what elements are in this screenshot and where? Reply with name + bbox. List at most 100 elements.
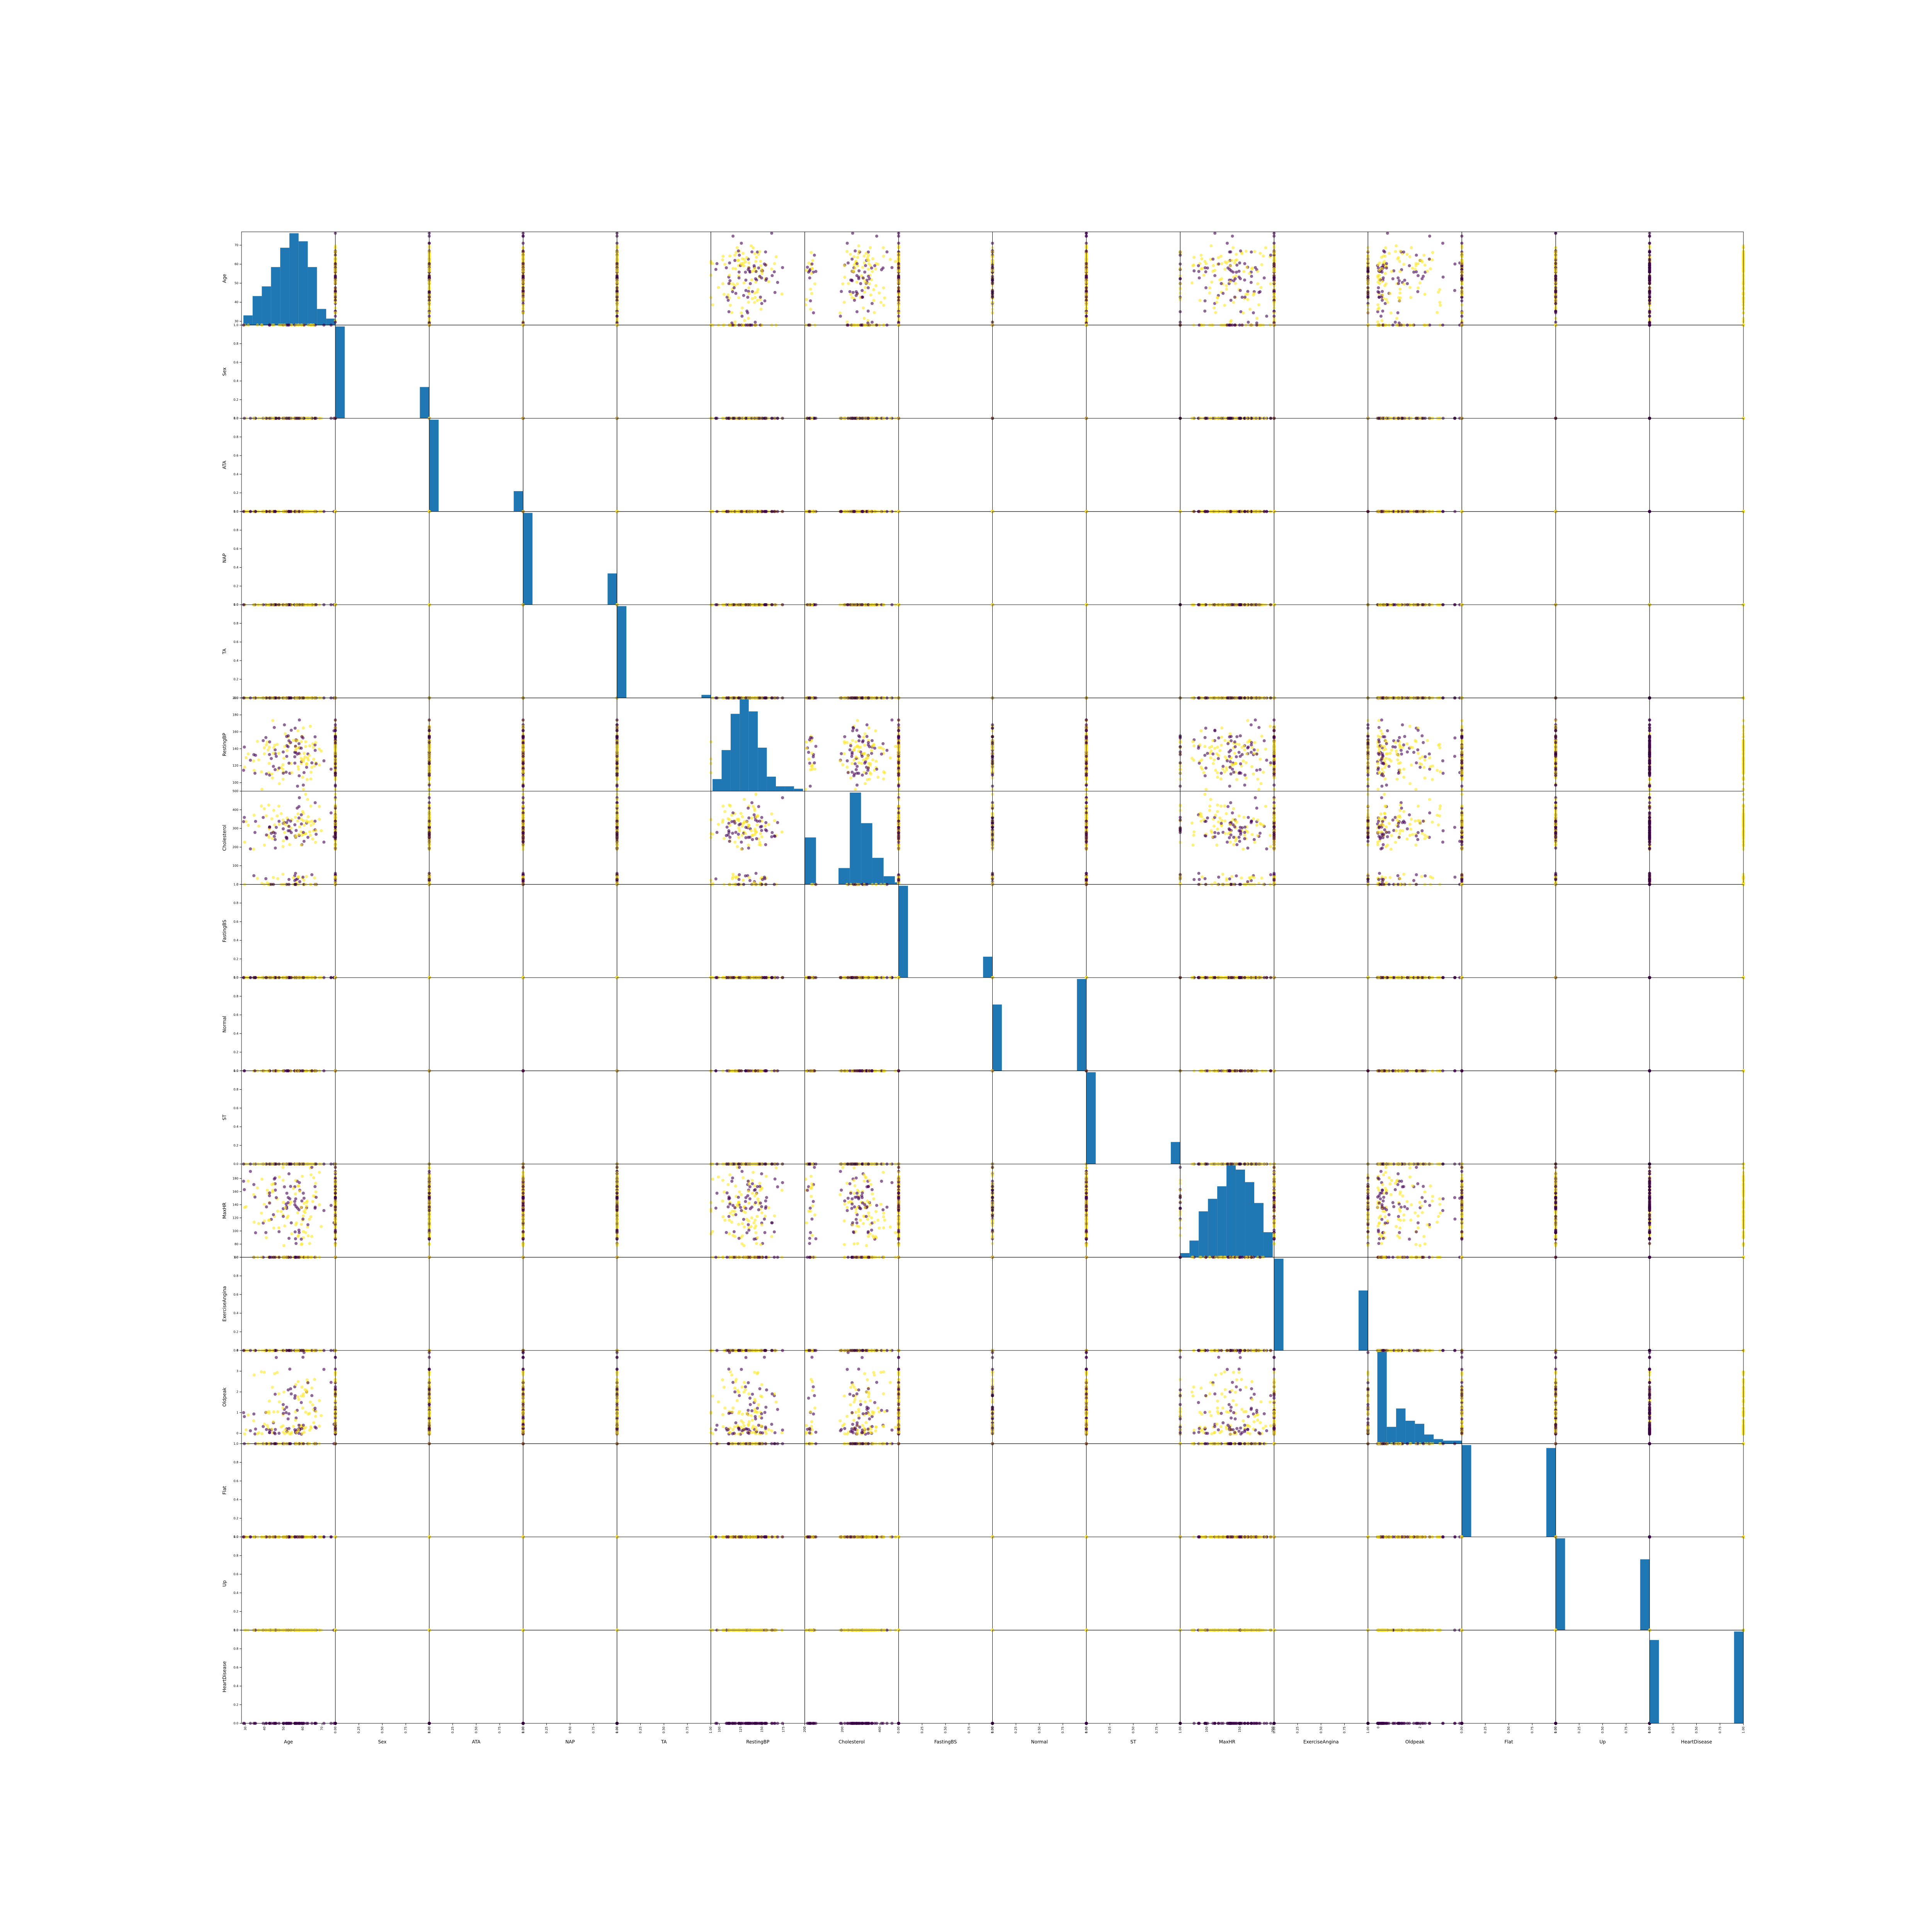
scatter-point [773,262,776,265]
scatter-point [757,267,760,270]
scatter-point [1226,242,1229,245]
cell-sex-vs-st [1085,323,1182,420]
cell-frame [335,325,429,418]
cell-age-vs-cholesterol [804,232,898,325]
cell-age-vs-sex [334,232,431,325]
scatter-point [881,267,884,270]
cell-frame [1556,232,1650,325]
scatter-point [1230,299,1233,302]
scatter-point [811,267,814,270]
scatter-point [1235,264,1238,267]
scatter-point [811,259,814,262]
scatter-point [1220,262,1223,265]
cell-sex-vs-normal [991,323,1088,420]
scatter-point [1423,264,1427,267]
scatter-point [882,286,885,289]
scatter-point [1415,253,1418,257]
scatter-point [1416,290,1419,293]
cell-frame [711,325,805,418]
scatter-point [754,260,757,263]
scatter-point [855,290,858,293]
scatter-point [1209,244,1213,247]
scatter-point [883,296,886,299]
scatter-point [1214,311,1217,314]
scatter-point [856,256,859,259]
scatter-point [1378,269,1381,272]
scatter-point [870,278,873,281]
scatter-point [850,258,854,261]
scatter-point [1385,267,1388,270]
scatter-point [738,253,741,257]
scatter-point [1235,274,1238,277]
scatter-point [763,299,766,303]
scatter-point [743,319,746,322]
scatter-point [728,310,731,313]
scatter-point [711,303,714,306]
scatter-point [736,282,739,286]
scatter-point [1398,270,1401,273]
scatter-point [1213,232,1216,235]
scatter-point [1406,253,1409,256]
scatter-point [872,288,875,291]
cell-frame [523,325,617,418]
scatter-point [744,289,747,292]
scatter-point [723,293,726,296]
scatter-point [1218,278,1221,281]
scatter-point [1403,279,1406,282]
scatter-point [1227,260,1230,263]
cell-frame [1274,232,1368,325]
scatter-point [1210,281,1213,284]
scatter-point [862,255,866,258]
scatter-point [1398,287,1401,291]
cell-age-vs-normal [991,232,1088,325]
scatter-point [838,311,842,315]
scatter-point [1376,308,1379,311]
scatter-point [1394,250,1397,253]
scatter-point [770,232,773,235]
scatter-point [886,250,889,253]
cell-age-vs-oldpeak [1368,232,1462,325]
scatter-point [744,279,747,282]
scatter-point [1385,262,1388,265]
cell-age-vs-nap [522,232,619,325]
scatter-point [1398,299,1401,302]
scatter-point [759,260,762,263]
scatter-point [1385,298,1388,301]
scatter-point [1376,290,1379,293]
scatter-point [1224,260,1227,264]
scatter-point [1378,278,1381,281]
cell-frame [993,325,1087,418]
scatter-point [1229,264,1232,267]
scatter-point [1398,260,1401,263]
scatter-point [1260,263,1263,266]
scatter-point [863,261,866,264]
scatter-point [1263,276,1266,279]
scatter-point [882,304,885,307]
scatter-point [1384,282,1388,286]
cell-frame [617,325,711,418]
scatter-point [733,254,736,257]
cell-sex-vs-fastingbs [897,323,994,420]
scatter-point [889,258,892,261]
scatter-point [879,301,883,304]
scatter-point [866,259,869,262]
cell-age-vs-up [1554,232,1651,325]
scatter-point [754,277,757,281]
scatter-point [1190,281,1194,284]
scatter-point [843,301,846,304]
scatter-point [1197,264,1200,267]
scatter-point [1408,264,1411,267]
scatter-point [756,299,759,302]
scatter-point [867,286,870,289]
cell-age-vs-flat [1460,232,1557,325]
scatter-point [1377,263,1380,266]
scatter-point [742,294,745,297]
scatter-point [737,249,740,252]
scatter-point [852,291,855,294]
histogram-bar [262,286,271,325]
scatter-point [894,260,897,263]
scatter-point [863,317,866,320]
scatter-point [840,290,843,293]
scatter-point [852,255,855,259]
scatter-point [1215,301,1218,304]
